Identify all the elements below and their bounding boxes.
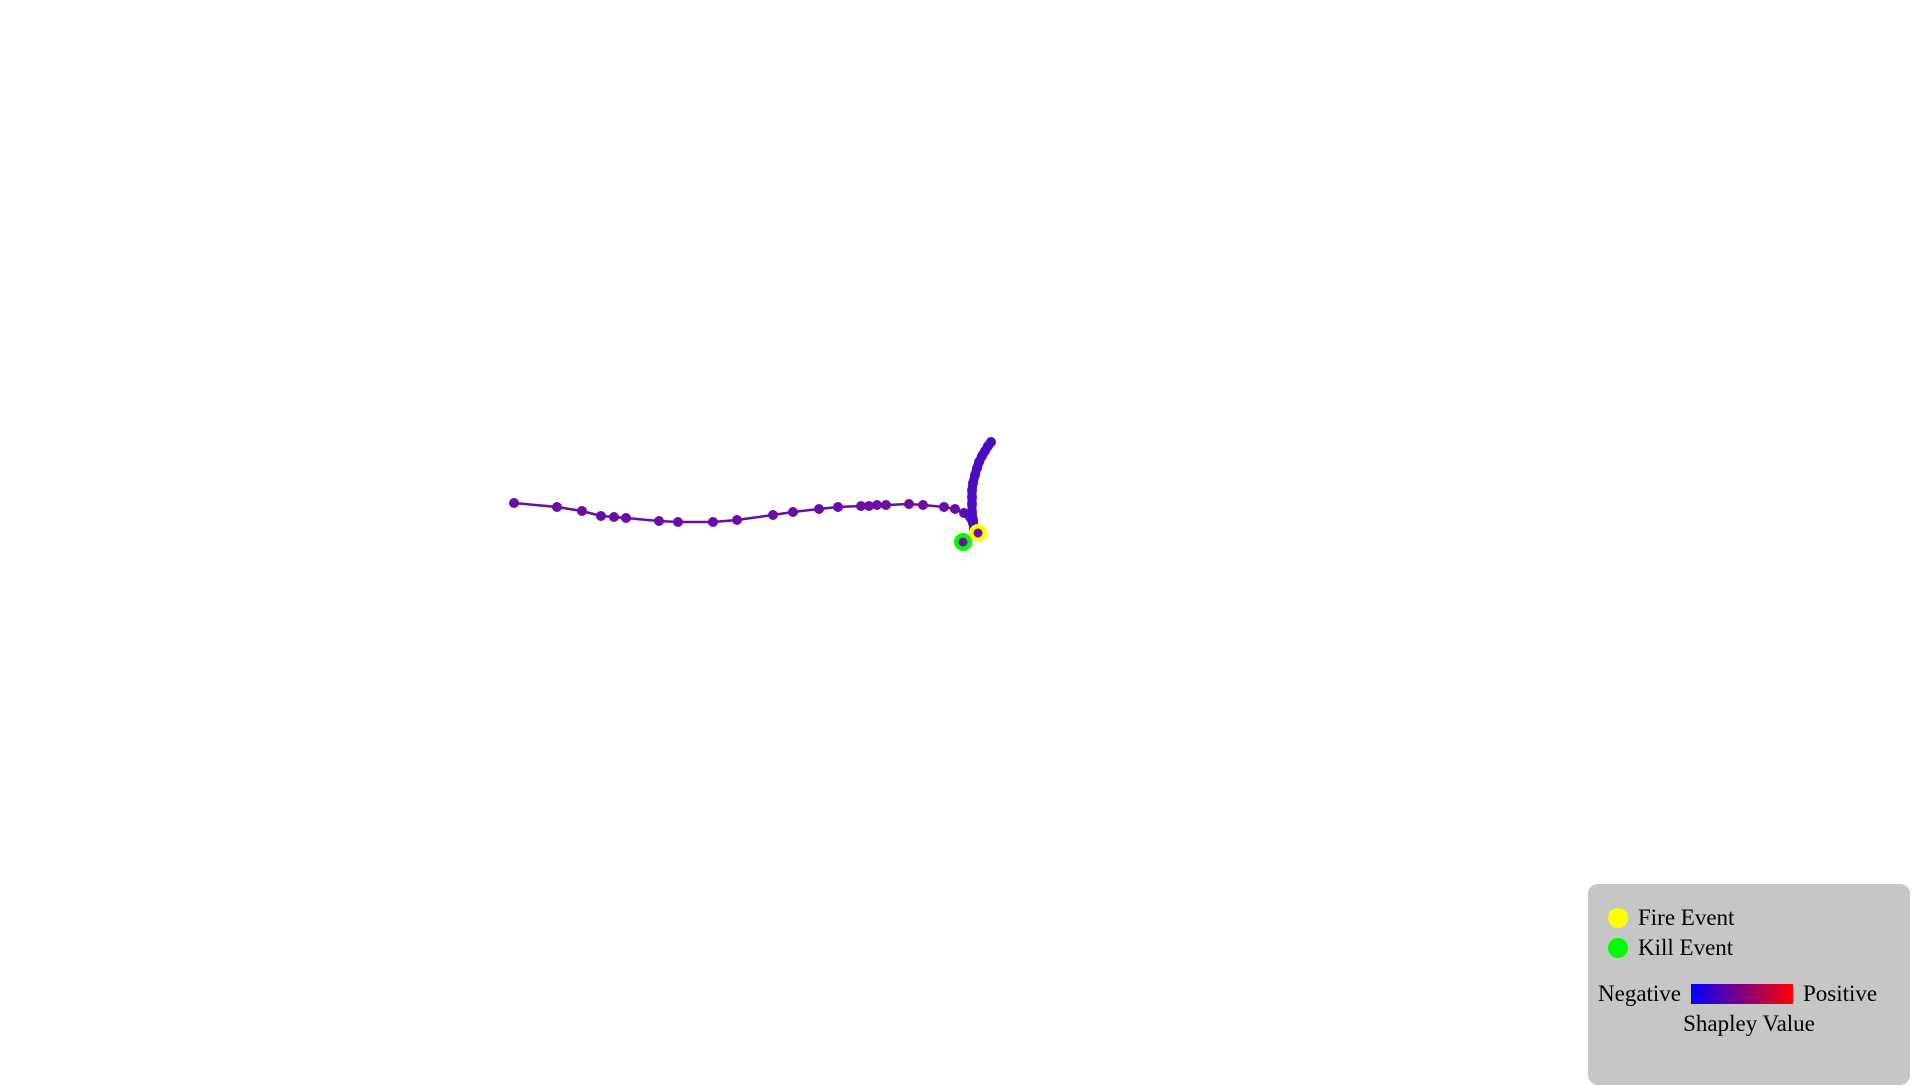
trajectory-segment xyxy=(512,501,559,509)
trajectory-point xyxy=(986,437,996,447)
trajectory-point xyxy=(904,499,914,509)
trajectory-point xyxy=(577,506,587,516)
trajectory-point xyxy=(967,492,977,502)
trajectory-point xyxy=(732,515,742,525)
kill-event-core xyxy=(958,537,968,547)
trajectory-point xyxy=(968,478,978,488)
trajectory-point xyxy=(621,513,631,523)
trajectory-point xyxy=(609,512,619,522)
shapley-scale: Negative Positive xyxy=(1598,980,1877,1008)
fire-event-icon xyxy=(1608,908,1628,928)
kill-event-icon xyxy=(1608,938,1628,958)
fire-event-marker xyxy=(969,524,987,542)
trajectory-points xyxy=(509,437,996,534)
trajectory-segment xyxy=(735,513,775,522)
fire-event-core xyxy=(973,528,983,538)
trajectory-point xyxy=(939,502,949,512)
trajectory-point xyxy=(833,502,843,512)
trajectory-point xyxy=(881,500,891,510)
trajectory-path xyxy=(512,437,996,534)
legend-fire-row: Fire Event xyxy=(1608,904,1734,932)
trajectory-point xyxy=(864,501,874,511)
trajectory-point xyxy=(856,501,866,511)
legend-panel: Fire Event Kill Event Negative Positive … xyxy=(1588,884,1910,1085)
event-markers xyxy=(954,524,987,551)
scale-positive-label: Positive xyxy=(1803,981,1878,1006)
trajectory-point xyxy=(509,498,519,508)
trajectory-point xyxy=(768,510,778,520)
trajectory-point xyxy=(918,500,928,510)
trajectory-point xyxy=(967,499,977,509)
trajectory-point xyxy=(872,500,882,510)
trajectory-point xyxy=(596,511,606,521)
trajectory-point xyxy=(673,517,683,527)
trajectory-point xyxy=(814,504,824,514)
scale-title: Shapley Value xyxy=(1683,1011,1815,1036)
trajectory-point xyxy=(968,515,978,525)
trajectory-point xyxy=(967,507,977,517)
legend-kill-row: Kill Event xyxy=(1608,934,1733,962)
fire-event-label: Fire Event xyxy=(1638,905,1735,930)
kill-event-label: Kill Event xyxy=(1638,935,1734,960)
trajectory-point xyxy=(950,504,960,514)
trajectory-point xyxy=(708,517,718,527)
shapley-gradient-bar xyxy=(1691,984,1794,1004)
kill-event-marker xyxy=(954,533,972,551)
scale-negative-label: Negative xyxy=(1598,981,1682,1006)
trajectory-segment xyxy=(624,516,661,523)
trajectory-point xyxy=(654,516,664,526)
trajectory-point xyxy=(552,502,562,512)
trajectory-point xyxy=(788,507,798,517)
